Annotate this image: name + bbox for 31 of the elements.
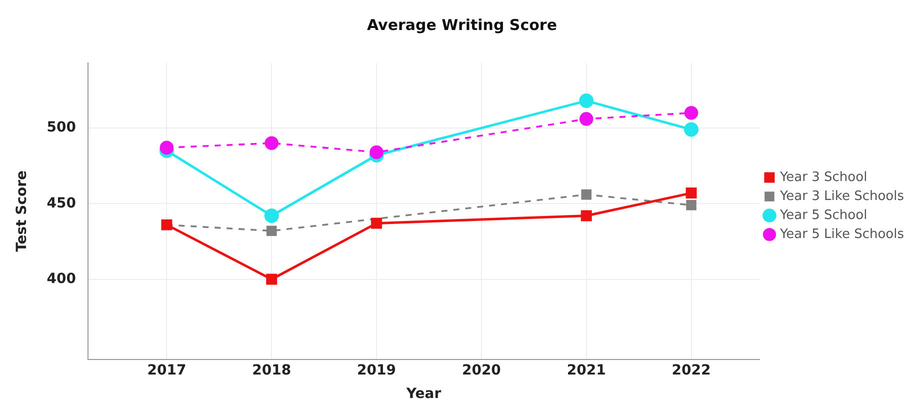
legend-label: Year 3 School: [778, 170, 868, 185]
legend-label: Year 5 Like Schools: [778, 226, 904, 242]
y-tick-label: 500: [46, 120, 76, 136]
point: [684, 106, 698, 120]
x-tick-label: 2021: [566, 362, 606, 378]
x-tick-label: 2018: [252, 362, 292, 378]
y-axis-title: Test Score: [14, 170, 30, 252]
x-tick-label: 2022: [672, 362, 711, 378]
point: [684, 122, 699, 137]
x-tick-label: 2020: [462, 362, 502, 378]
y-tick-label: 400: [46, 270, 76, 287]
chart-title: Average Writing Score: [366, 16, 558, 34]
point: [581, 189, 592, 200]
x-axis-title: Year: [405, 386, 442, 402]
point: [371, 218, 382, 229]
point: [266, 226, 277, 236]
x-tick-label: 2017: [147, 362, 186, 378]
legend-label: Year 5 School: [778, 208, 868, 223]
point: [579, 94, 594, 108]
point: [686, 188, 697, 199]
x-tick-label: 2019: [357, 362, 396, 378]
point: [264, 136, 279, 150]
point: [686, 200, 696, 210]
y-tick-label: 450: [46, 195, 76, 212]
point: [266, 274, 278, 285]
point: [370, 145, 384, 160]
point: [579, 112, 594, 126]
legend-label: Year 3 Like Schools: [778, 188, 904, 204]
point: [580, 210, 592, 222]
point: [160, 140, 174, 155]
point: [264, 208, 279, 223]
